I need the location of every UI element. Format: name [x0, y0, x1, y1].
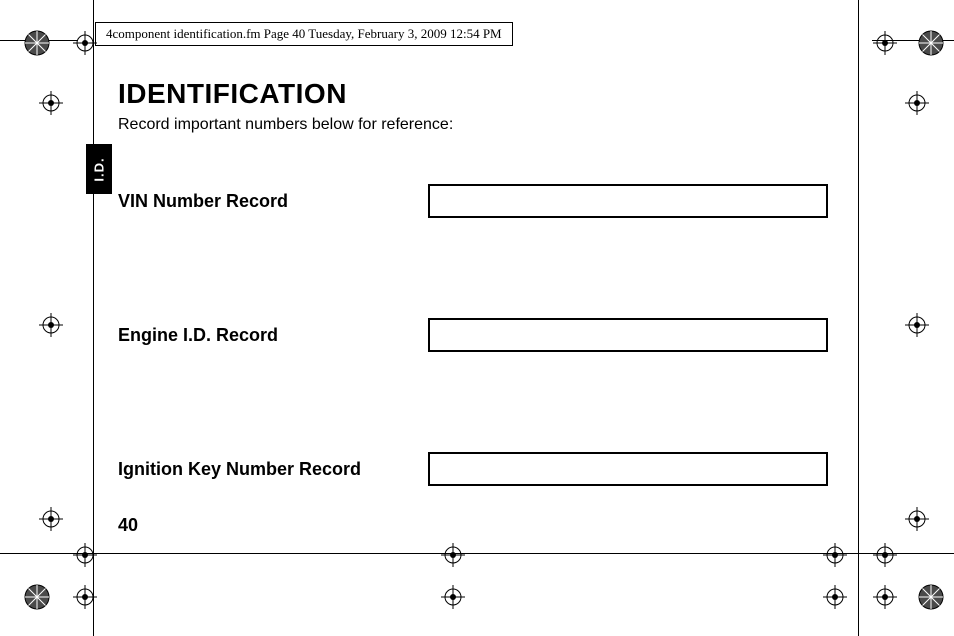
crosshair-mark-icon	[870, 582, 900, 612]
record-field-vin[interactable]	[428, 184, 828, 218]
record-row: VIN Number Record	[118, 184, 858, 218]
crop-line-bottom	[0, 553, 954, 554]
crosshair-mark-icon	[870, 28, 900, 58]
crosshair-mark-icon	[70, 28, 100, 58]
crosshair-mark-icon	[438, 582, 468, 612]
crosshair-mark-icon	[820, 540, 850, 570]
crosshair-mark-icon	[36, 504, 66, 534]
record-label: Ignition Key Number Record	[118, 459, 428, 480]
page-title: IDENTIFICATION	[118, 78, 858, 110]
record-field-ignition-key[interactable]	[428, 452, 828, 486]
crosshair-mark-icon	[70, 582, 100, 612]
header-path-text: 4component identification.fm Page 40 Tue…	[106, 26, 502, 41]
section-tab: I.D.	[86, 144, 112, 194]
crosshair-mark-icon	[902, 310, 932, 340]
record-row: Engine I.D. Record	[118, 318, 858, 352]
crosshair-mark-icon	[70, 540, 100, 570]
crosshair-mark-icon	[902, 504, 932, 534]
record-label: VIN Number Record	[118, 191, 428, 212]
record-row: Ignition Key Number Record	[118, 452, 858, 486]
crosshair-mark-icon	[820, 582, 850, 612]
record-label: Engine I.D. Record	[118, 325, 428, 346]
crosshair-mark-icon	[902, 88, 932, 118]
registration-mark-icon	[916, 582, 946, 612]
page-content: IDENTIFICATION Record important numbers …	[118, 78, 858, 486]
registration-mark-icon	[22, 582, 52, 612]
crosshair-mark-icon	[438, 540, 468, 570]
crosshair-mark-icon	[870, 540, 900, 570]
page-subtitle: Record important numbers below for refer…	[118, 116, 858, 134]
section-tab-label: I.D.	[91, 157, 106, 181]
header-path-box: 4component identification.fm Page 40 Tue…	[95, 22, 513, 46]
crosshair-mark-icon	[36, 88, 66, 118]
record-field-engine[interactable]	[428, 318, 828, 352]
crosshair-mark-icon	[36, 310, 66, 340]
registration-mark-icon	[22, 28, 52, 58]
registration-mark-icon	[916, 28, 946, 58]
crop-line-right	[858, 0, 859, 636]
page-number: 40	[118, 515, 138, 536]
